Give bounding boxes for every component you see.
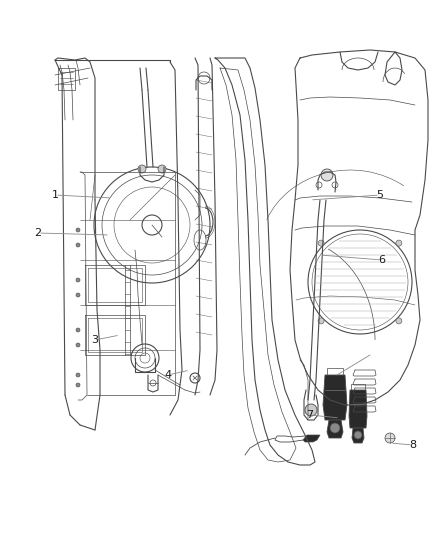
Polygon shape — [351, 428, 363, 443]
Circle shape — [329, 423, 339, 433]
Polygon shape — [326, 420, 342, 438]
Circle shape — [353, 431, 361, 439]
Circle shape — [76, 243, 80, 247]
Circle shape — [318, 318, 323, 324]
Circle shape — [395, 240, 401, 246]
Text: 8: 8 — [409, 440, 416, 450]
Polygon shape — [302, 435, 319, 442]
Circle shape — [395, 318, 401, 324]
Polygon shape — [348, 390, 366, 428]
Polygon shape — [322, 375, 346, 420]
Circle shape — [76, 343, 80, 347]
Circle shape — [76, 278, 80, 282]
Circle shape — [76, 328, 80, 332]
Circle shape — [158, 165, 166, 173]
Text: 4: 4 — [164, 370, 171, 380]
Text: 1: 1 — [51, 190, 58, 200]
Circle shape — [138, 165, 146, 173]
Circle shape — [76, 373, 80, 377]
Text: 3: 3 — [91, 335, 98, 345]
Circle shape — [384, 433, 394, 443]
Circle shape — [76, 228, 80, 232]
Text: 6: 6 — [378, 255, 385, 265]
Circle shape — [318, 240, 323, 246]
Text: 2: 2 — [34, 228, 42, 238]
Circle shape — [76, 383, 80, 387]
Circle shape — [76, 293, 80, 297]
Circle shape — [304, 404, 316, 416]
Text: 7: 7 — [306, 410, 313, 420]
Circle shape — [320, 169, 332, 181]
Text: 5: 5 — [376, 190, 383, 200]
